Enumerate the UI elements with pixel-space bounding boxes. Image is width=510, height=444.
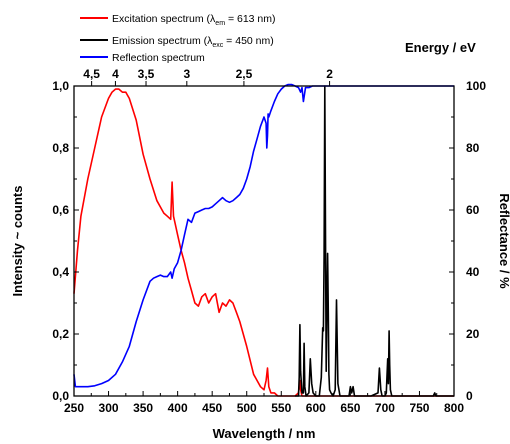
top-tick-label: 3,5 [138, 67, 155, 81]
y-right-tick-label: 80 [466, 141, 480, 155]
top-tick-label: 2,5 [236, 67, 253, 81]
plot-frame [73, 85, 455, 397]
legend-label-excitation: Excitation spectrum (λem = 613 nm) [112, 13, 276, 27]
top-tick-label: 2 [326, 67, 333, 81]
y-right-tick-label: 40 [466, 265, 480, 279]
legend: Excitation spectrum (λem = 613 nm) Emiss… [80, 13, 276, 64]
emission-spectrum-line [295, 85, 454, 397]
y-left-tick-label: 1,0 [52, 79, 69, 93]
reflection-spectrum-line [73, 83, 454, 388]
x-tick-label: 250 [64, 401, 84, 415]
y-axis-right-title: Reflectance / % [497, 193, 510, 289]
top-axis-title: Energy / eV [405, 40, 476, 55]
x-tick-label: 700 [375, 401, 395, 415]
y-left-tick-label: 0,0 [52, 389, 69, 403]
y-left-tick-label: 0,8 [52, 141, 69, 155]
axes-layer: 250 300 350 400 450 500 550 600 650 700 750 8000,00… [52, 67, 486, 415]
y-right-tick-label: 20 [466, 327, 480, 341]
y-left-tick-label: 0,4 [52, 265, 69, 279]
y-right-tick-label: 100 [466, 79, 486, 93]
x-tick-label: 300 [99, 401, 119, 415]
y-right-tick-label: 0 [466, 389, 473, 403]
x-tick-label: 650 [340, 401, 360, 415]
y-left-tick-label: 0,6 [52, 203, 69, 217]
excitation-spectrum-line [73, 88, 454, 397]
series-layer [73, 83, 454, 397]
x-tick-label: 800 [444, 401, 464, 415]
x-tick-label: 500 [237, 401, 257, 415]
x-tick-label: 550 [271, 401, 291, 415]
x-tick-label: 350 [133, 401, 153, 415]
x-tick-label: 750 [409, 401, 429, 415]
x-tick-label: 400 [168, 401, 188, 415]
x-tick-label: 450 [202, 401, 222, 415]
x-tick-label: 600 [306, 401, 326, 415]
legend-label-reflection: Reflection spectrum [112, 52, 205, 64]
top-tick-label: 4,5 [83, 67, 100, 81]
y-left-tick-label: 0,2 [52, 327, 69, 341]
top-tick-label: 4 [112, 67, 119, 81]
y-axis-left-title: Intensity ~ counts [10, 186, 25, 297]
y-right-tick-label: 60 [466, 203, 480, 217]
legend-label-emission: Emission spectrum (λexc = 450 nm) [112, 35, 274, 49]
x-axis-title: Wavelength / nm [213, 426, 316, 441]
top-tick-label: 3 [183, 67, 190, 81]
